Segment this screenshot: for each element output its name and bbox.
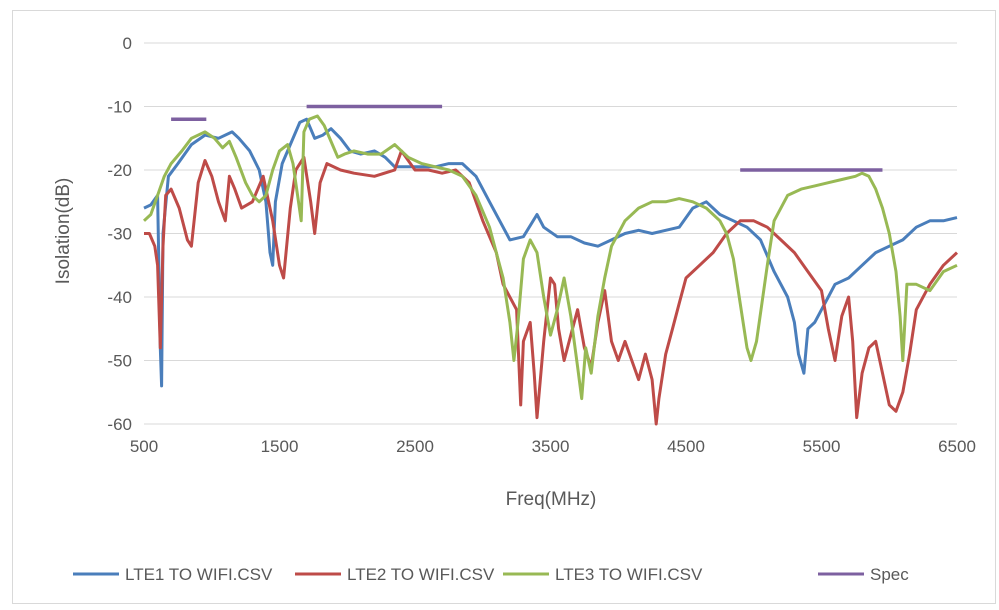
plot-series [142,104,959,426]
y-axis-ticks: 0 -10 -20 -30 -40 -50 -60 [107,34,132,434]
x-tick-label: 3500 [532,437,570,456]
legend-item: Spec [818,565,909,584]
y-tick-label: -50 [107,352,132,371]
x-tick-label: 6500 [938,437,976,456]
legend-label: LTE2 TO WIFI.CSV [347,565,495,584]
legend-item: LTE1 TO WIFI.CSV [73,565,273,584]
y-tick-label: -60 [107,415,132,434]
legend: LTE1 TO WIFI.CSV LTE2 TO WIFI.CSV LTE3 TO … [73,565,909,584]
x-tick-label: 500 [130,437,158,456]
x-tick-label: 4500 [667,437,705,456]
gridlines [144,42,957,425]
y-axis-label: Isolation(dB) [53,178,74,285]
x-tick-label: 1500 [261,437,299,456]
x-axis-label: Freq(MHz) [506,489,597,510]
legend-label: Spec [870,565,909,584]
legend-label: LTE3 TO WIFI.CSV [555,565,703,584]
series-line-lte1-to-wifi-csv [143,117,958,388]
chart-area: 0 -10 -20 -30 -40 -50 -60 500 1500 2500 3500 4500 5… [12,10,996,604]
y-tick-label: 0 [123,34,132,53]
x-tick-label: 2500 [396,437,434,456]
y-tick-label: -20 [107,161,132,180]
x-tick-label: 5500 [803,437,841,456]
line-chart: 0-10-20-30-40-50-60 500 1500 2500 3500 4500 5… [53,34,976,584]
y-tick-label: -30 [107,225,132,244]
legend-item: LTE3 TO WIFI.CSV [503,565,703,584]
legend-label: LTE1 TO WIFI.CSV [125,565,273,584]
legend-item: LTE2 TO WIFI.CSV [295,565,495,584]
y-tick-label: -10 [107,98,132,117]
series-line-lte3-to-wifi-csv [142,114,958,401]
x-axis-ticks: 500 1500 2500 3500 4500 5500 6500 [130,437,976,456]
y-tick-label: -40 [107,288,132,307]
